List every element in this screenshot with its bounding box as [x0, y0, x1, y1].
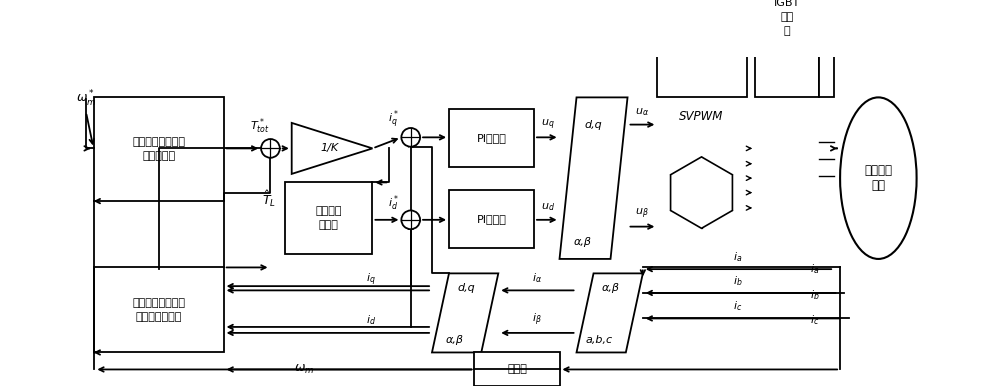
Text: $i_c$: $i_c$ [810, 313, 819, 327]
Text: $i^*_d$: $i^*_d$ [388, 193, 399, 212]
Bar [285, 182, 372, 254]
Text: PI控制器: PI控制器 [477, 214, 506, 224]
Circle shape [401, 128, 420, 147]
Bar [755, 0, 819, 98]
Text: IGBT
逆变
器: IGBT 逆变 器 [774, 0, 800, 36]
Bar [449, 109, 534, 167]
Circle shape [261, 139, 280, 158]
Text: α,β: α,β [602, 283, 620, 293]
Text: $\hat{T}_L$: $\hat{T}_L$ [262, 189, 276, 209]
Text: $u_q$: $u_q$ [541, 117, 554, 132]
Text: PI控制器: PI控制器 [477, 133, 506, 143]
Text: $\omega_m$: $\omega_m$ [294, 363, 315, 376]
Text: $i_\alpha$: $i_\alpha$ [532, 271, 542, 284]
Text: SVPWM: SVPWM [679, 110, 724, 123]
Text: $u_d$: $u_d$ [541, 201, 555, 213]
Text: 传感器: 传感器 [507, 364, 527, 373]
Text: 自适应连续快速终
端滑模控制: 自适应连续快速终 端滑模控制 [132, 137, 185, 161]
Text: α,β: α,β [446, 335, 464, 345]
Text: $i_a$: $i_a$ [733, 250, 743, 264]
Text: $i^*_q$: $i^*_q$ [388, 109, 399, 132]
Text: $i_a$: $i_a$ [810, 262, 819, 276]
Text: d,q: d,q [585, 120, 602, 130]
Text: $i_b$: $i_b$ [810, 288, 819, 301]
Ellipse shape [840, 98, 917, 259]
Text: $i_b$: $i_b$ [733, 274, 743, 288]
Polygon shape [560, 98, 628, 259]
Text: $i_c$: $i_c$ [733, 300, 743, 313]
Text: $i_q$: $i_q$ [366, 271, 376, 288]
Polygon shape [292, 123, 372, 174]
Bar [474, 352, 560, 385]
Text: $u_\beta$: $u_\beta$ [635, 207, 649, 221]
Text: $i_\beta$: $i_\beta$ [532, 312, 541, 328]
Bar [657, 0, 747, 98]
Text: d,q: d,q [457, 283, 475, 293]
Text: a,b,c: a,b,c [586, 335, 613, 345]
Circle shape [401, 211, 420, 229]
Polygon shape [432, 273, 498, 353]
Text: 最大转矩
电流比: 最大转矩 电流比 [315, 206, 342, 230]
Text: α,β: α,β [573, 237, 591, 247]
Bar [449, 190, 534, 248]
Bar [94, 98, 224, 201]
Text: $T^*_{tot}$: $T^*_{tot}$ [250, 116, 270, 136]
Text: $i_d$: $i_d$ [366, 313, 376, 327]
Text: 高阶快速终端滑模
负载转矩观测器: 高阶快速终端滑模 负载转矩观测器 [132, 298, 185, 322]
Bar [819, 0, 834, 98]
Text: 永磁同步
电机: 永磁同步 电机 [864, 164, 892, 192]
Polygon shape [671, 157, 732, 228]
Text: 1/K: 1/K [321, 144, 339, 153]
Text: $\omega_m^*$: $\omega_m^*$ [76, 89, 96, 109]
Polygon shape [577, 273, 643, 353]
Text: $u_\alpha$: $u_\alpha$ [635, 106, 649, 118]
Bar [94, 267, 224, 353]
